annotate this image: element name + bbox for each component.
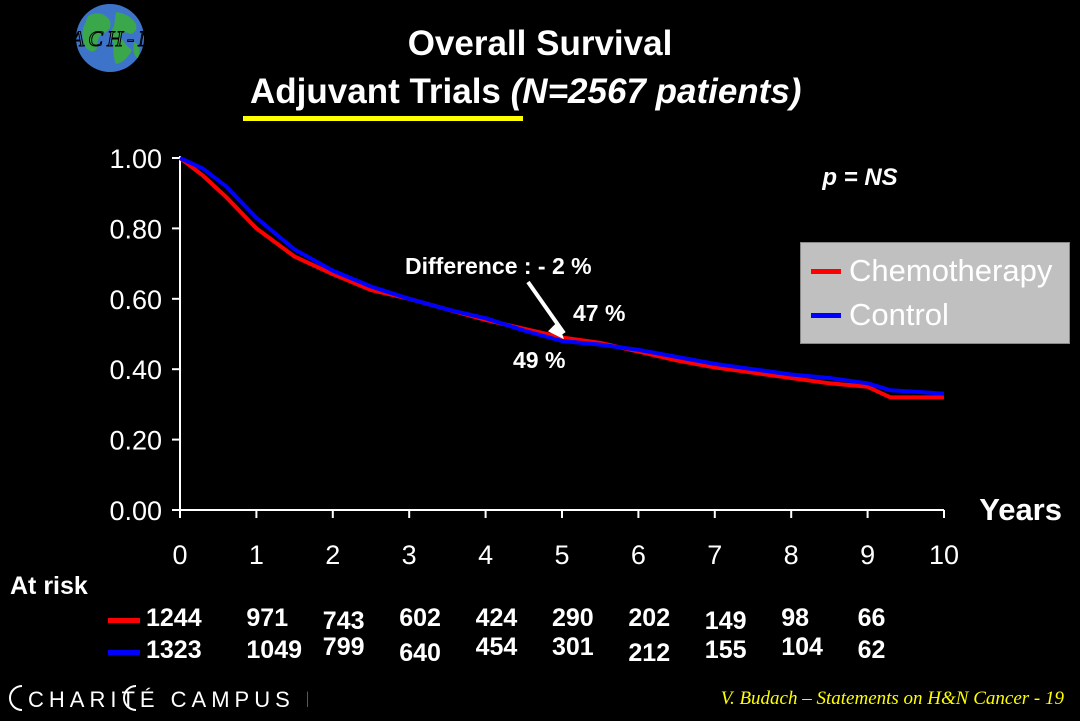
at-risk-value: 799: [322, 633, 365, 661]
x-tick-label: 9: [860, 540, 875, 570]
at-risk-value: 149: [704, 607, 747, 635]
y-tick-label: 0.40: [109, 355, 162, 385]
title-line-2-italic: (N=2567 patients): [510, 72, 802, 111]
x-tick-label: 5: [554, 540, 569, 570]
x-tick-label: 3: [402, 540, 417, 570]
legend-item-control: Control: [811, 295, 949, 335]
title-line-2-main: Adjuvant Trials: [250, 72, 501, 111]
survival-chart: 0.00 0.20 0.40 0.60 0.80 1.00 0 1 2 3 4 5 6 7 8 9 10 Year…: [109, 144, 1062, 570]
footer-credit: V. Budach – Statements on H&N Cancer - 1…: [720, 688, 1064, 709]
legend-swatch-chemotherapy: [811, 268, 841, 274]
x-tick-label: 4: [478, 540, 493, 570]
difference-arrowhead: [548, 321, 564, 340]
at-risk-value: 602: [399, 604, 441, 632]
y-tick-label: 0.20: [109, 426, 162, 456]
logo-text: MACH-NC: [48, 26, 176, 51]
title-underline: [243, 116, 523, 121]
x-tick-label: 2: [325, 540, 340, 570]
series-line-control: [179, 156, 945, 396]
at-risk-value: 1049: [246, 636, 303, 664]
chart-legend: Chemotherapy Control: [800, 242, 1070, 344]
difference-label: Difference : - 2 %: [405, 253, 592, 279]
y-tick-label: 0.80: [109, 214, 162, 244]
charite-logo-text: CHARITÉ CAMPUS MITTE: [28, 687, 308, 712]
legend-label-control: Control: [849, 297, 949, 332]
at-risk-row-marker: [108, 650, 140, 655]
at-risk-row-marker: [108, 618, 140, 623]
x-tick-label: 1: [249, 540, 264, 570]
at-risk-value: 155: [704, 636, 747, 664]
x-tick-label: 0: [172, 540, 187, 570]
at-risk-value: 301: [552, 633, 594, 661]
slide-title: Overall Survival: [0, 24, 1080, 64]
at-risk-value: 212: [628, 639, 671, 667]
title-line-1: Overall Survival: [407, 24, 673, 63]
survival-label-49: 49 %: [513, 347, 565, 373]
at-risk-value: 98: [781, 604, 809, 632]
legend-swatch-control: [811, 312, 841, 318]
charite-logo: CHARITÉ CAMPUS MITTE: [8, 680, 392, 716]
legend-label-chemotherapy: Chemotherapy: [849, 253, 1053, 288]
x-tick-label: 6: [631, 540, 646, 570]
at-risk-value: 971: [246, 604, 289, 632]
at-risk-value: 424: [475, 604, 518, 632]
at-risk-value: 202: [628, 604, 671, 632]
at-risk-value: 454: [475, 633, 518, 661]
slide-subtitle: Adjuvant Trials (N=2567 patients): [250, 72, 801, 112]
at-risk-title: At risk: [10, 572, 88, 600]
at-risk-value: 743: [322, 607, 365, 635]
survival-label-47: 47 %: [573, 300, 625, 326]
y-tick-label: 1.00: [109, 144, 162, 174]
at-risk-value: 290: [552, 604, 594, 632]
x-tick-label: 8: [784, 540, 799, 570]
at-risk-value: 104: [781, 633, 823, 661]
at-risk-value: 66: [857, 604, 886, 632]
at-risk-value: 62: [857, 636, 886, 664]
legend-item-chemotherapy: Chemotherapy: [811, 251, 1052, 291]
x-axis-label: Years: [979, 492, 1062, 527]
at-risk-value: 1244: [146, 604, 202, 632]
x-tick-label: 7: [707, 540, 722, 570]
x-tick-label: 10: [929, 540, 959, 570]
mach-nc-logo: MACH-NC: [38, 2, 186, 74]
p-value-label: p = NS: [821, 164, 897, 191]
y-tick-label: 0.60: [109, 285, 162, 315]
at-risk-value: 1323: [146, 636, 202, 664]
y-tick-label: 0.00: [109, 496, 162, 526]
at-risk-value: 640: [399, 639, 441, 667]
